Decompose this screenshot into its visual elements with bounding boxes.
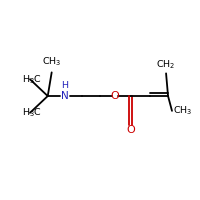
Text: H$_3$C: H$_3$C [22,73,42,86]
Text: O: O [110,91,119,101]
Text: N: N [61,91,68,101]
Text: CH$_3$: CH$_3$ [42,56,61,68]
Text: H$_3$C: H$_3$C [22,107,42,119]
Text: CH$_3$: CH$_3$ [173,105,192,117]
Text: O: O [126,125,135,135]
Text: H: H [61,81,68,90]
Text: CH$_2$: CH$_2$ [156,59,176,71]
